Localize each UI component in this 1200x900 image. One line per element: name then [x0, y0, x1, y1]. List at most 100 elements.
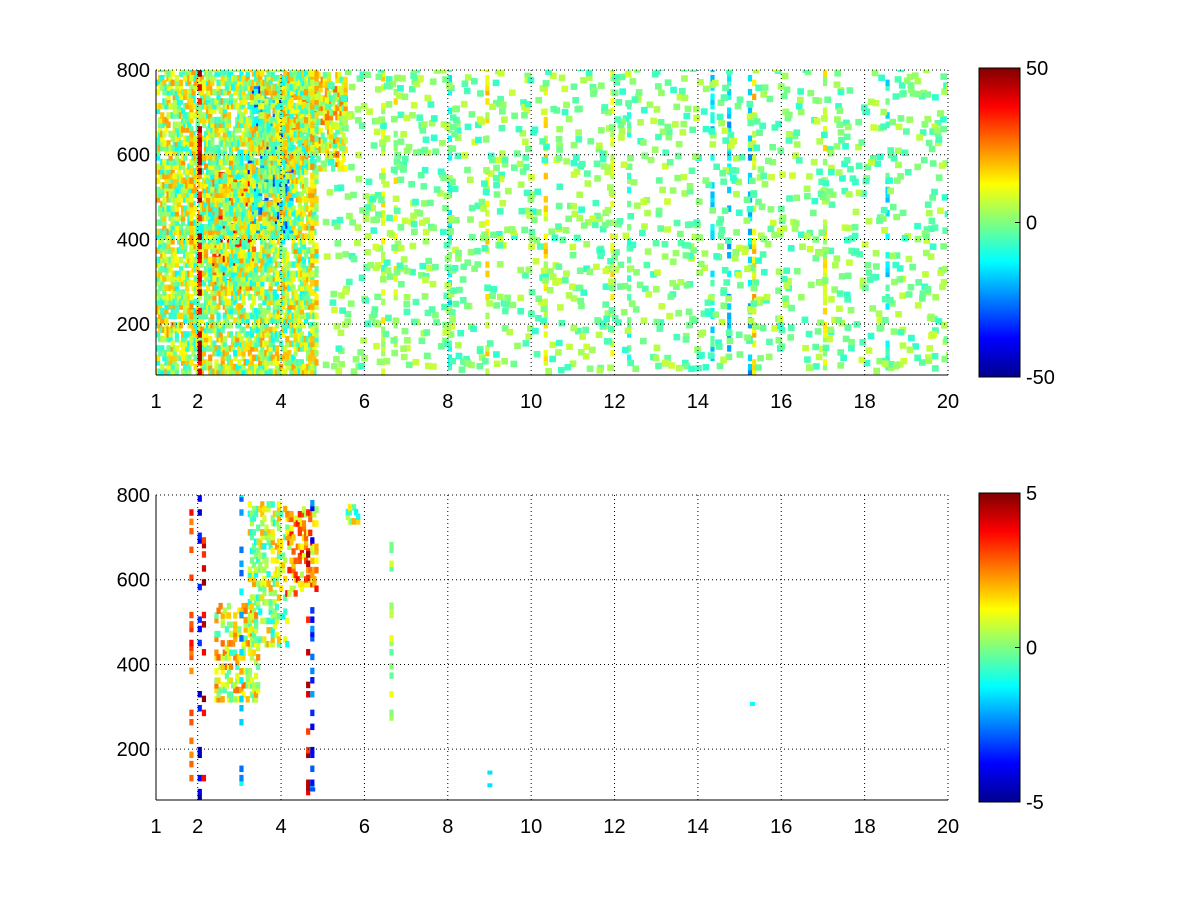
- heatmap-cell: [899, 342, 907, 349]
- heatmap-cell: [752, 270, 757, 278]
- heatmap-cell: [897, 70, 905, 73]
- heatmap-cell: [746, 306, 754, 313]
- heatmap-cell: [381, 349, 386, 357]
- heatmap-cell: [245, 219, 250, 226]
- heatmap-cell: [276, 228, 282, 236]
- heatmap-cell: [287, 363, 292, 371]
- heatmap-cell: [610, 200, 615, 208]
- heatmap-cell: [381, 70, 386, 77]
- heatmap-cell: [879, 215, 887, 222]
- heatmap-cell: [233, 354, 238, 362]
- heatmap-cell: [247, 135, 252, 143]
- heatmap-cell: [208, 265, 213, 273]
- heatmap-cell: [195, 228, 200, 236]
- heatmap-cell: [216, 317, 221, 324]
- heatmap-cell: [295, 233, 300, 240]
- heatmap-cell: [185, 345, 190, 352]
- heatmap-cell: [844, 272, 852, 280]
- heatmap-cell: [285, 335, 290, 343]
- heatmap-cell: [710, 93, 715, 101]
- heatmap-cell: [210, 242, 215, 250]
- heatmap-cell: [822, 224, 828, 231]
- heatmap-cell: [235, 335, 240, 343]
- heatmap-cell: [643, 261, 651, 269]
- heatmap-cell: [848, 338, 855, 346]
- heatmap-cell: [258, 126, 263, 133]
- heatmap-cell: [172, 102, 177, 110]
- heatmap-cell: [314, 74, 319, 82]
- heatmap-cell: [189, 233, 194, 240]
- heatmap-cell: [268, 79, 273, 87]
- heatmap-cell: [201, 84, 207, 91]
- heatmap-cell: [589, 83, 597, 91]
- heatmap-cell: [335, 95, 340, 102]
- heatmap-cell: [189, 140, 194, 147]
- heatmap-cell: [158, 126, 163, 133]
- heatmap-cell: [885, 172, 890, 180]
- heatmap-cell: [605, 109, 612, 116]
- heatmap-cell: [459, 276, 467, 283]
- heatmap-cell: [216, 326, 221, 334]
- heatmap-cell: [570, 159, 578, 167]
- heatmap-cell: [550, 72, 557, 80]
- heatmap-cell: [717, 99, 725, 106]
- heatmap-cell: [218, 181, 223, 188]
- heatmap-cell: [181, 219, 186, 226]
- heatmap-cell: [266, 84, 271, 91]
- heatmap-cell: [239, 224, 244, 231]
- heatmap-cell: [258, 293, 263, 301]
- heatmap-cell: [189, 238, 194, 245]
- heatmap-cell: [193, 79, 198, 87]
- heatmap-cell: [915, 279, 923, 286]
- heatmap-cell: [162, 224, 167, 231]
- heatmap-cell: [260, 284, 265, 292]
- heatmap-cell: [224, 126, 229, 133]
- heatmap-cell: [251, 107, 257, 115]
- heatmap-cell: [444, 123, 452, 131]
- heatmap-cell: [183, 335, 188, 343]
- heatmap-cell: [164, 307, 169, 315]
- heatmap-cell: [166, 88, 171, 96]
- heatmap-cell: [610, 70, 615, 73]
- heatmap-cell: [181, 144, 186, 152]
- heatmap-cell: [199, 112, 204, 119]
- heatmap-cell: [333, 132, 338, 140]
- heatmap-cell: [727, 317, 732, 324]
- heatmap-cell: [297, 275, 302, 282]
- heatmap-cell: [181, 107, 186, 115]
- heatmap-cell: [224, 303, 229, 310]
- heatmap-cell: [610, 98, 615, 105]
- heatmap-cell: [331, 99, 336, 107]
- heatmap-cell: [354, 106, 362, 113]
- heatmap-cell: [239, 265, 244, 273]
- heatmap-cell: [447, 354, 452, 362]
- heatmap-cell: [381, 335, 386, 343]
- heatmap-cell: [193, 289, 198, 296]
- heatmap-cell: [855, 143, 862, 151]
- heatmap-cell: [264, 153, 269, 161]
- heatmap-cell: [421, 293, 429, 300]
- heatmap-cell: [611, 89, 619, 97]
- heatmap-cell: [485, 74, 490, 82]
- heatmap-cell: [258, 233, 263, 240]
- heatmap-cell: [310, 340, 315, 348]
- heatmap-cell: [520, 99, 527, 106]
- heatmap-cell: [495, 231, 503, 238]
- heatmap-cell: [281, 303, 286, 310]
- heatmap-cell: [285, 121, 290, 129]
- heatmap-cell: [251, 246, 257, 253]
- heatmap-cell: [314, 214, 319, 222]
- heatmap-cell: [243, 196, 248, 203]
- heatmap-cell: [299, 219, 305, 226]
- heatmap-cell: [610, 70, 615, 77]
- heatmap-cell: [428, 306, 436, 313]
- heatmap-cell: [283, 140, 288, 147]
- heatmap-cell: [203, 247, 209, 254]
- heatmap-cell: [440, 121, 448, 128]
- heatmap-cell: [297, 317, 302, 324]
- heatmap-cell: [197, 293, 202, 301]
- heatmap-cell: [324, 81, 330, 88]
- heatmap-cell: [303, 182, 309, 189]
- heatmap-cell: [212, 228, 217, 236]
- heatmap-cell: [199, 317, 204, 324]
